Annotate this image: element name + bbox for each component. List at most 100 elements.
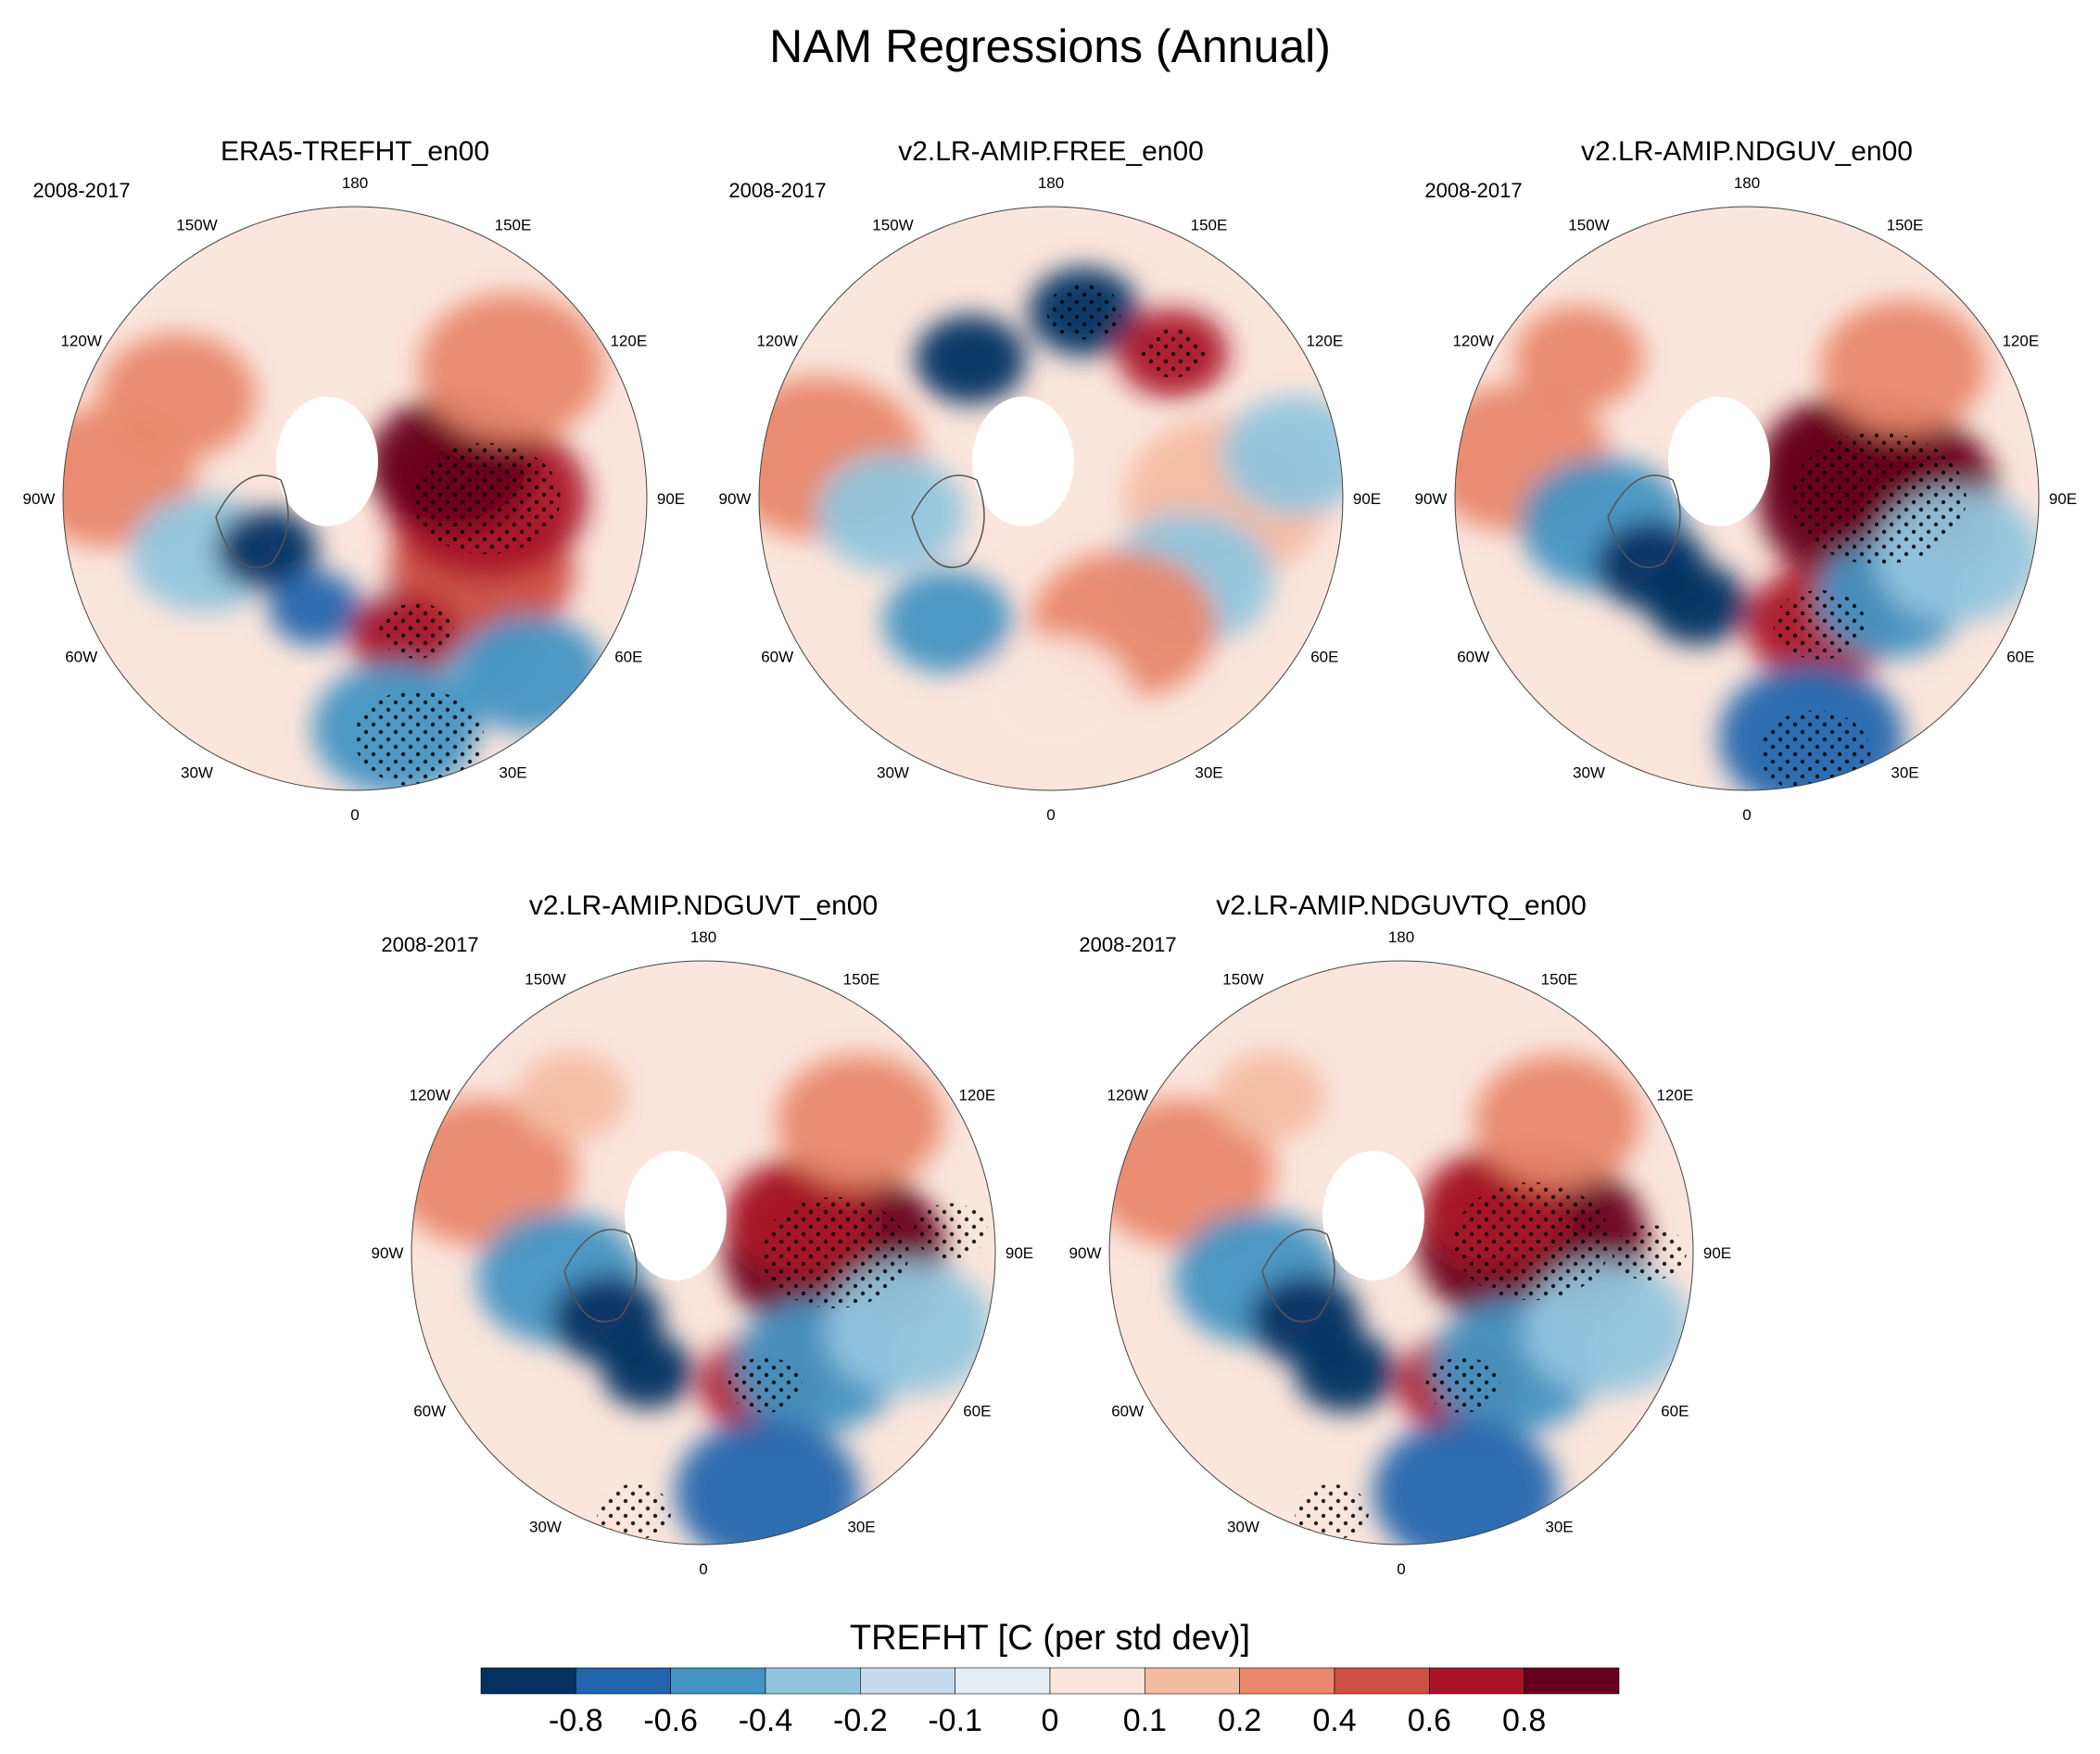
anomaly-region [1514,306,1645,410]
significance-stipple [913,1203,988,1259]
significance-stipple [1294,1483,1369,1540]
longitude-label: 0 [1742,806,1751,824]
anomaly-region [418,293,604,442]
longitude-label: 180 [1388,928,1414,946]
longitude-label: 180 [342,174,368,192]
coastline [215,474,289,569]
colorbar-tick-label: 0.6 [1408,1703,1451,1738]
polar-missing-area [972,397,1074,526]
anomaly-region [1819,300,1987,435]
significance-stipple [1612,1225,1687,1281]
longitude-label: 30W [877,763,909,781]
colorbar-tick-label: 0.8 [1502,1703,1546,1738]
longitude-label: 60W [1111,1403,1144,1420]
map-boundary [1108,960,1694,1546]
longitude-label: 180 [1038,174,1064,192]
anomaly-region [1214,1052,1326,1142]
longitude-label: 30E [1891,763,1918,781]
significance-stipple [1759,710,1871,790]
panel-title: v2.LR-AMIP.FREE_en00 [898,136,1204,167]
panel-period: 2008-2017 [1079,933,1176,956]
longitude-label: 90W [719,490,752,508]
anomaly-field [759,267,1343,770]
longitude-label: 60E [963,1403,991,1420]
map-panel-5: 180 150E 120E 90E 60E 30E 0 30W 60W 90W 120W 150W v2… [1069,890,1732,1578]
longitude-label: 60W [65,649,97,666]
colorbar-tick-label: 0 [1042,1703,1059,1738]
anomaly-region [411,1098,577,1247]
longitude-label: 30W [1227,1518,1259,1535]
coastline [563,1229,638,1323]
colorbar-tick-label: 0.4 [1312,1703,1356,1738]
colorbar-swatch [1239,1667,1335,1695]
colorbar-title: TREFHT [C (per std dev)] [849,1619,1251,1658]
longitude-label: 90E [2049,490,2077,508]
figure-title: NAM Regressions (Annual) [769,20,1331,72]
map-panel-3: 180 150E 120E 90E 60E 30E 0 30W 60W 90W 120W 150W v2… [1415,136,2078,824]
significance-stipple [354,689,485,788]
longitude-label: 90E [1006,1244,1033,1262]
anomaly-field [1455,300,2039,790]
anomaly-region [968,636,1134,770]
panel-period: 2008-2017 [1424,179,1522,202]
anomaly-region [1295,1331,1398,1413]
longitude-label: 120W [1452,333,1493,350]
longitude-label: 90W [1415,490,1448,508]
longitude-label: 60E [1661,1403,1689,1420]
panel-title: v2.LR-AMIP.NDGUV_en00 [1581,136,1913,167]
anomaly-region [882,569,1013,674]
coastline [1261,1229,1335,1323]
longitude-label: 150W [1222,971,1263,989]
map-boundary [62,206,648,791]
anomaly-field [1109,1052,1691,1545]
longitude-label: 90W [372,1244,404,1262]
colorbar-tick-label: -0.2 [833,1703,888,1738]
polar-missing-area [625,1151,727,1281]
anomaly-field [411,1052,993,1545]
colorbar-swatch [670,1667,766,1695]
significance-stipple [760,1197,909,1308]
colorbar-tick-label: -0.6 [643,1703,698,1738]
coastline [1607,474,1681,569]
colorbar-swatch [1334,1667,1430,1695]
longitude-label: 30E [499,763,526,781]
longitude-label: 30E [1545,1518,1573,1535]
colorbar-swatch [576,1667,671,1695]
colorbar-tick-label: 0.1 [1123,1703,1167,1738]
significance-stipple [596,1483,671,1540]
significance-stipple [1425,1357,1500,1413]
longitude-label: 90E [1353,490,1381,508]
colorbar-swatch [765,1667,861,1695]
polar-missing-area [1668,397,1770,526]
significance-stipple [411,443,561,554]
colorbar-tick-label: 0.2 [1218,1703,1261,1738]
anomaly-region [1646,563,1749,646]
longitude-label: 150E [843,971,880,989]
longitude-label: 150E [495,217,532,234]
longitude-label: 180 [690,928,716,946]
anomaly-region [1109,1098,1275,1247]
map-panel-2: 180 150E 120E 90E 60E 30E 0 30W 60W 90W 120W 150W v2… [719,136,1382,824]
longitude-label: 90E [657,490,685,508]
coastline [911,474,985,569]
anomaly-region [601,1334,695,1409]
longitude-label: 30W [529,1518,562,1535]
longitude-label: 60E [614,649,642,666]
anomaly-region [776,1054,943,1189]
longitude-label: 0 [1046,806,1055,824]
anomaly-region [1474,1054,1641,1189]
panel-period: 2008-2017 [381,933,478,956]
anomaly-region [99,333,258,460]
colorbar-tick-label: -0.8 [549,1703,603,1738]
longitude-label: 60W [761,649,793,666]
colorbar: -0.8 -0.6 -0.4 -0.2 -0.1 0 0.1 0.2 0.4 0.6 0.8 [480,1667,1620,1738]
longitude-label: 120W [1107,1087,1147,1104]
colorbar-swatch [860,1667,955,1695]
anomaly-region [1221,396,1343,515]
longitude-label: 60E [2006,649,2034,666]
longitude-label: 120W [409,1087,449,1104]
longitude-label: 30E [847,1518,875,1535]
significance-stipple [1773,589,1866,660]
longitude-label: 90W [23,490,56,508]
